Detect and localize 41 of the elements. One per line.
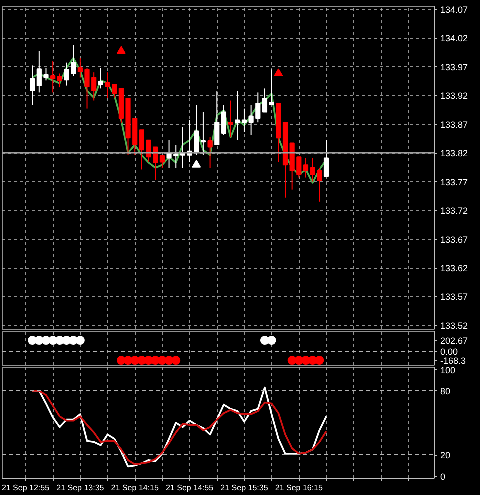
candlestick: [228, 100, 234, 138]
candlestick: [235, 90, 240, 141]
y-tick-label: 133.87: [440, 120, 468, 130]
y-tick-label: 133.82: [440, 148, 468, 159]
y-tick-label: 133.77: [440, 177, 468, 188]
x-tick-label: 21 Sep 14:55: [166, 484, 214, 492]
x-tick-label: 21 Sep 14:15: [111, 484, 160, 492]
candlestick: [208, 137, 213, 168]
candlestick: [262, 88, 268, 113]
y-tick-label: 202.67: [440, 336, 468, 346]
candlestick: [200, 112, 206, 156]
y-tick-label: 133.57: [440, 292, 468, 302]
candlestick: [303, 158, 309, 178]
y-tick-label: 80: [440, 386, 451, 396]
y-tick-label: 133.62: [440, 264, 468, 274]
y-tick-label: 133.67: [440, 234, 468, 245]
y-tick-label: 20: [440, 450, 451, 461]
y-tick-label: 133.72: [440, 206, 468, 216]
y-tick-label: 133.97: [440, 62, 468, 72]
y-tick-label: -168.3: [440, 356, 466, 366]
x-tick-label: 21 Sep 15:35: [220, 484, 269, 492]
candlestick: [57, 73, 62, 88]
candlestick: [160, 155, 165, 168]
x-tick-label: 21 Sep 13:35: [56, 484, 105, 492]
candlestick: [50, 60, 56, 94]
candlestick: [221, 104, 227, 136]
candlestick: [214, 91, 220, 146]
y-tick-label: 134.02: [440, 34, 468, 44]
y-tick-label: 0.00: [440, 346, 458, 357]
y-tick-label: 0: [440, 472, 446, 482]
candlestick: [269, 69, 274, 106]
y-tick-label: 134.07: [440, 4, 468, 15]
candlestick: [324, 140, 330, 178]
y-tick-label: 133.92: [440, 91, 468, 102]
x-tick-label: 21 Sep 12:55: [2, 484, 50, 492]
candlestick: [30, 65, 36, 106]
x-tick-label: 21 Sep 16:15: [275, 484, 324, 492]
y-tick-label: 133.52: [440, 320, 468, 331]
candlestick: [242, 108, 248, 133]
y-tick-label: 100: [440, 366, 456, 376]
candlestick: [98, 67, 104, 90]
